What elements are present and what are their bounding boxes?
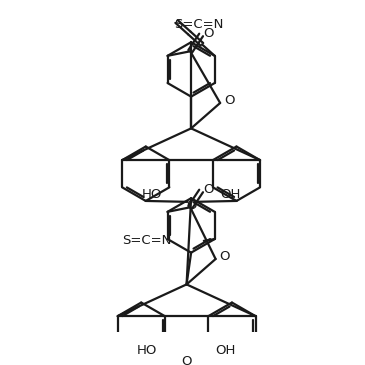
Text: S=C=N: S=C=N xyxy=(122,234,171,247)
Text: O: O xyxy=(203,182,214,196)
Text: O: O xyxy=(219,250,230,263)
Text: O: O xyxy=(203,27,214,40)
Text: O: O xyxy=(181,355,192,365)
Text: HO: HO xyxy=(137,344,158,357)
Text: OH: OH xyxy=(216,344,236,357)
Text: HO: HO xyxy=(142,188,162,201)
Text: OH: OH xyxy=(220,188,241,201)
Text: O: O xyxy=(186,199,196,212)
Text: O: O xyxy=(224,94,234,107)
Text: S=C=N: S=C=N xyxy=(174,18,223,31)
